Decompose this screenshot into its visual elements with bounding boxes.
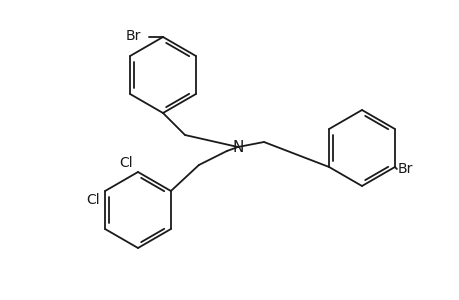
Text: Cl: Cl xyxy=(86,193,100,207)
Text: N: N xyxy=(232,140,243,154)
Text: Br: Br xyxy=(397,162,412,176)
Text: Cl: Cl xyxy=(119,156,133,170)
Text: Br: Br xyxy=(125,29,141,43)
